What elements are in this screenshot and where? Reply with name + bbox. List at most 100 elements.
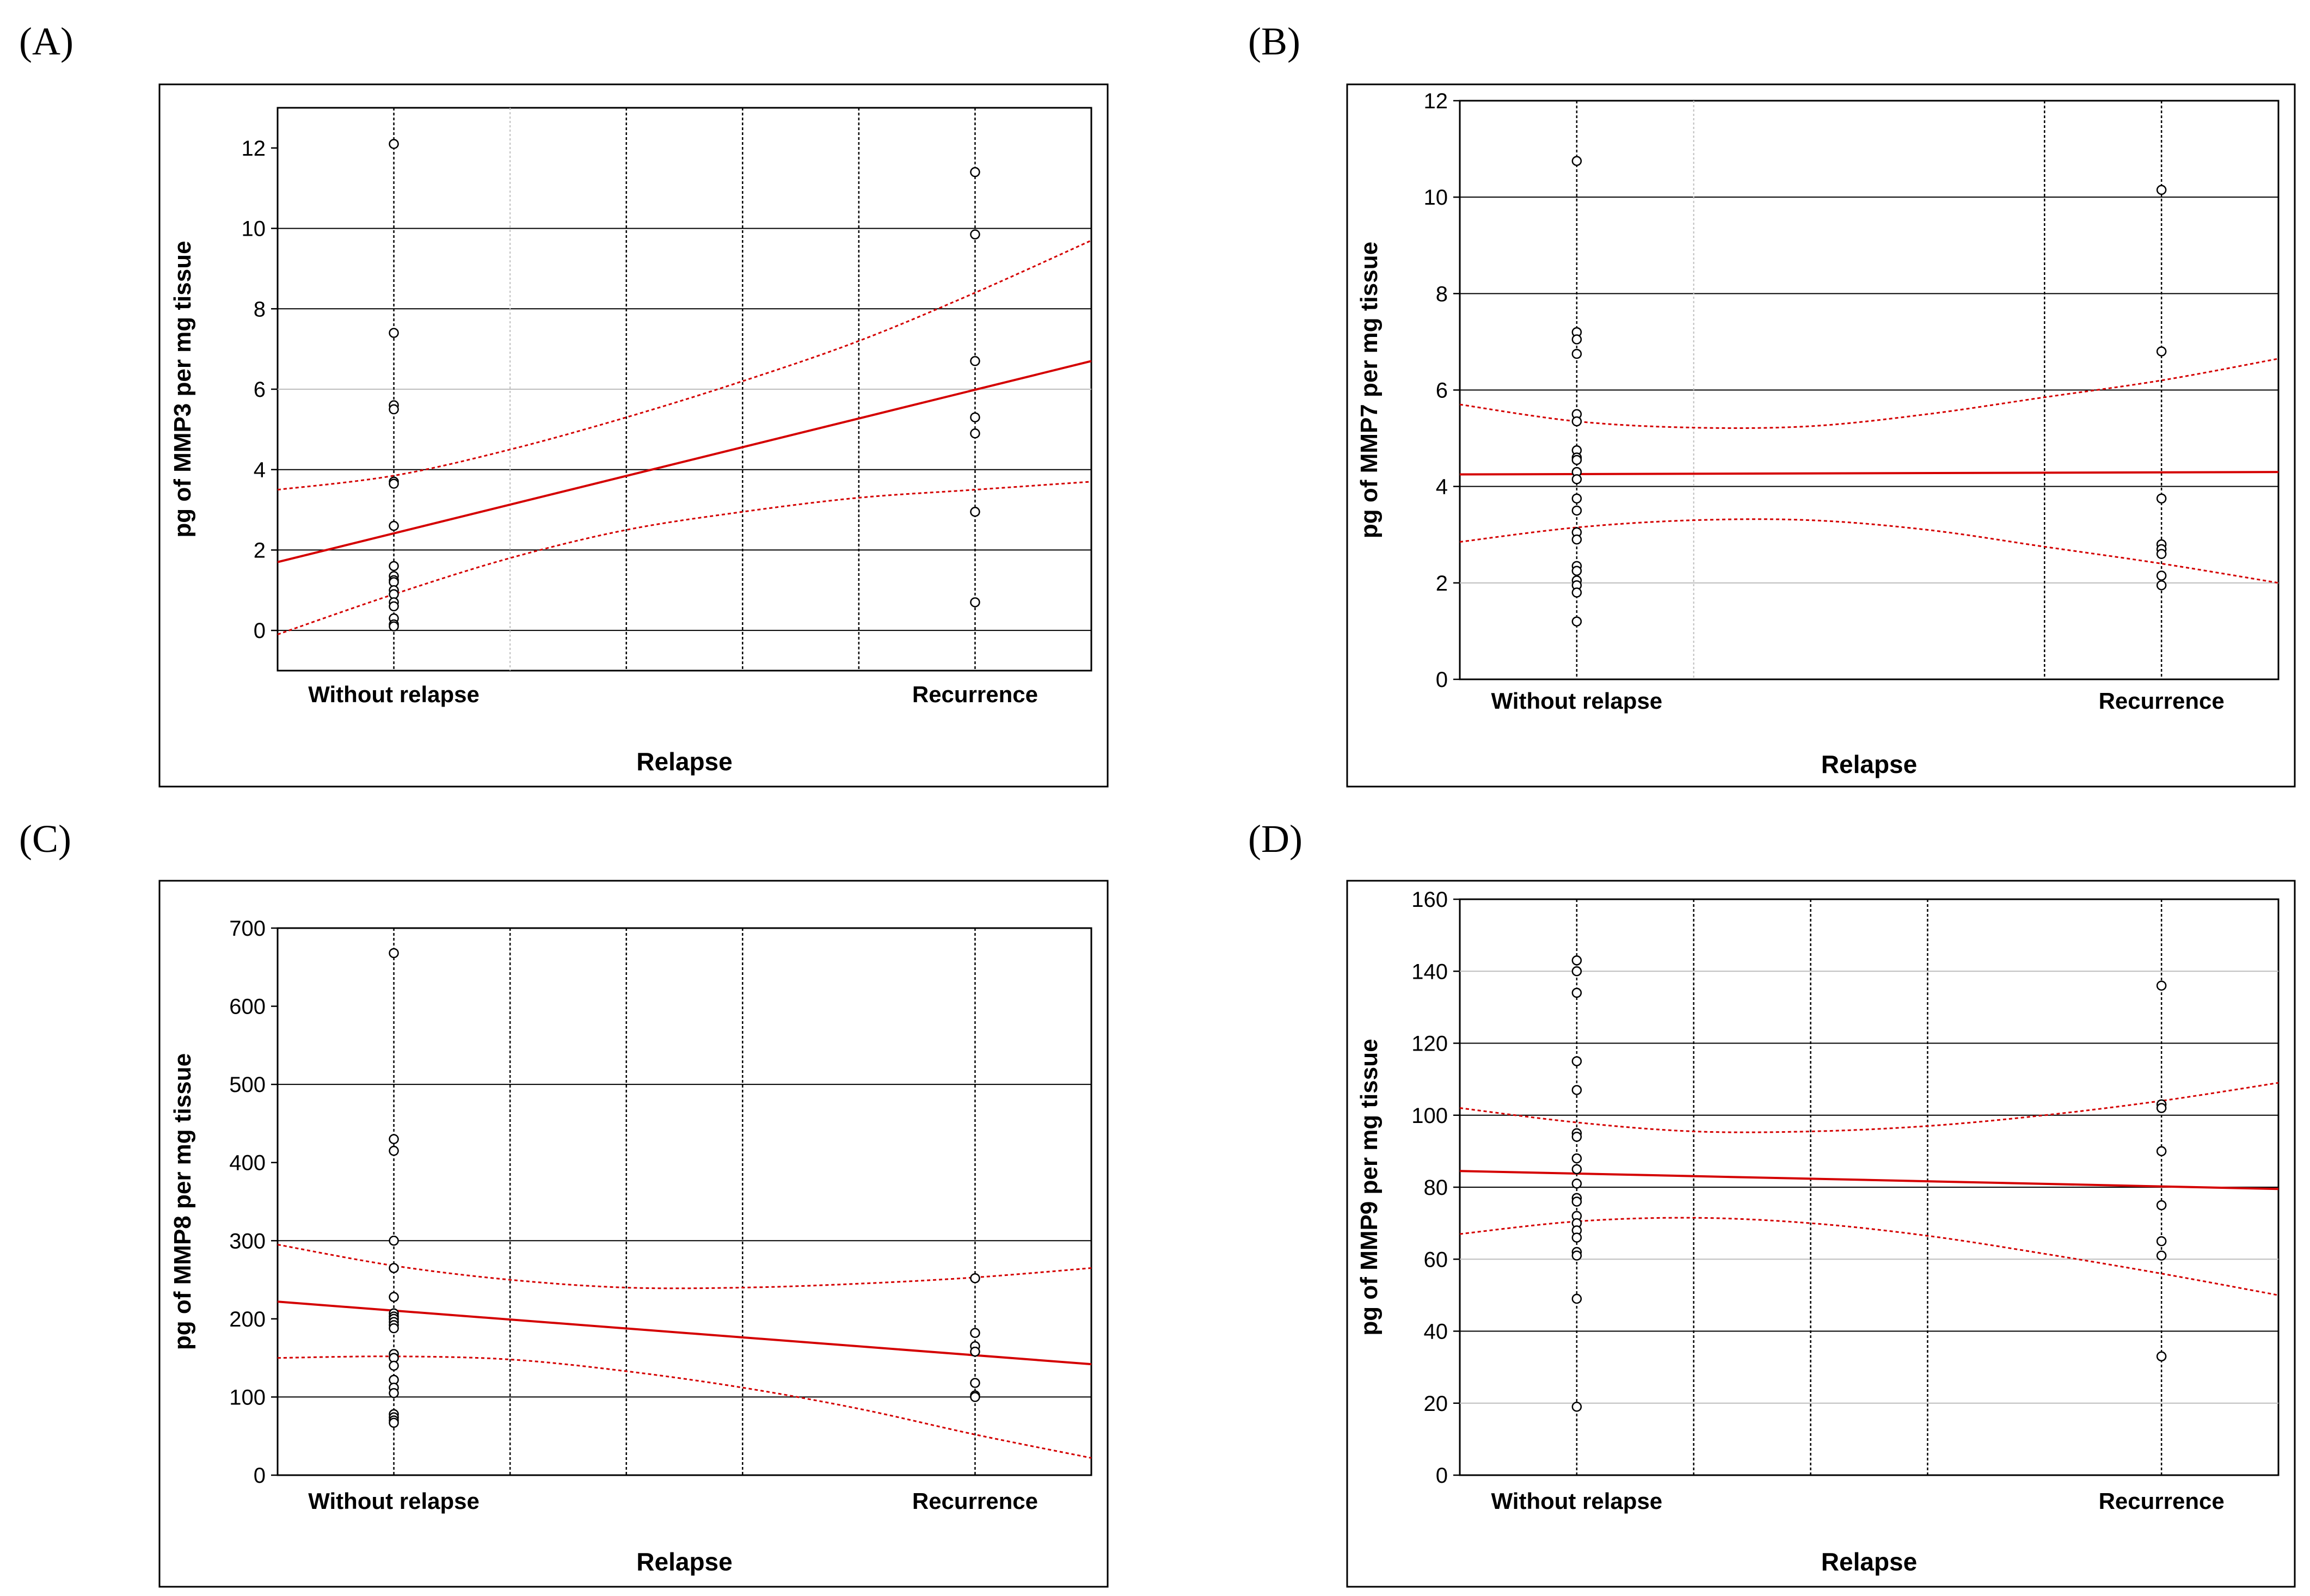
data-point [389, 948, 399, 959]
data-point [1571, 587, 1582, 598]
data-point [1571, 1153, 1582, 1164]
data-point [1571, 955, 1582, 966]
y-tick-label: 4 [254, 458, 266, 482]
y-tick-label: 6 [1436, 379, 1448, 403]
data-point [1571, 348, 1582, 359]
data-point [2156, 1103, 2167, 1113]
data-point [389, 1134, 399, 1144]
ci-upper-line [1460, 1082, 2278, 1133]
y-tick-label: 400 [229, 1151, 266, 1175]
data-point [970, 412, 980, 422]
panel-c-frame [158, 880, 1109, 1588]
y-tick-label: 20 [1424, 1392, 1448, 1416]
data-point [1571, 1132, 1582, 1142]
data-point [389, 1292, 399, 1302]
panel-a-frame [158, 83, 1109, 788]
data-point [1571, 1085, 1582, 1095]
data-point [970, 1378, 980, 1388]
data-point [1571, 1293, 1582, 1304]
data-point [1571, 1232, 1582, 1243]
x-axis-title: Relapse [1821, 1548, 1917, 1576]
data-point [389, 1360, 399, 1371]
data-point [389, 621, 399, 632]
y-tick-label: 100 [229, 1385, 266, 1409]
data-point [389, 601, 399, 612]
x-category-label: Recurrence [2099, 1488, 2225, 1514]
data-point [2156, 1200, 2167, 1211]
y-tick-label: 600 [229, 995, 266, 1019]
data-point [1571, 616, 1582, 627]
x-category-label: Recurrence [912, 1488, 1038, 1514]
data-point [389, 1388, 399, 1398]
panel-d: (D) 0 20 40 60 80 100 120 140 160 Without relapse R… [1248, 817, 2296, 1588]
data-point [389, 1236, 399, 1246]
panel-b: (B) 0 2 4 6 8 10 12 Without relapse Recurrence Rel… [1248, 20, 2296, 788]
ci-lower-line [278, 481, 1091, 635]
y-tick-label: 8 [254, 297, 266, 321]
data-point [2156, 980, 2167, 991]
data-point [1571, 156, 1582, 166]
data-point [1571, 566, 1582, 576]
data-point [1571, 493, 1582, 504]
data-point [389, 520, 399, 531]
data-point [2156, 493, 2167, 504]
data-point [1571, 987, 1582, 998]
data-point [389, 478, 399, 489]
y-tick-label: 0 [1436, 668, 1448, 692]
ci-upper-line [278, 240, 1091, 491]
ci-lower-line [278, 1355, 1091, 1459]
data-point [1571, 1250, 1582, 1261]
y-axis-title: pg of MMP3 per mg tissue [169, 241, 196, 537]
data-point [1571, 474, 1582, 484]
ci-upper-line [278, 1243, 1091, 1290]
panel-c: (C) 0 100 200 300 400 500 600 700 Without relapse… [19, 817, 1109, 1588]
data-point [970, 1328, 980, 1338]
ci-upper-line [1460, 358, 2278, 429]
data-point [1571, 1178, 1582, 1189]
data-point [2156, 549, 2167, 559]
data-point [2156, 1146, 2167, 1157]
x-category-label: Without relapse [308, 1488, 480, 1514]
data-point [2156, 185, 2167, 195]
regression-line [1460, 471, 2278, 476]
x-category-label: Recurrence [2099, 688, 2225, 714]
y-axis-title: pg of MMP8 per mg tissue [169, 1053, 196, 1350]
data-point [970, 356, 980, 366]
data-point [1571, 1196, 1582, 1207]
data-point [970, 1346, 980, 1357]
data-point [970, 597, 980, 607]
data-point [1571, 455, 1582, 465]
panel-c-plot-area [277, 927, 1092, 1476]
data-point [1571, 1402, 1582, 1412]
y-tick-label: 12 [1424, 89, 1448, 113]
x-category-label: Without relapse [1491, 1488, 1663, 1514]
panel-b-frame [1346, 83, 2296, 788]
regression-line [1460, 1170, 2278, 1190]
panel-c-label: (C) [19, 817, 71, 861]
y-tick-label: 6 [254, 378, 266, 402]
data-point [2156, 1250, 2167, 1261]
data-point [970, 167, 980, 177]
y-tick-label: 4 [1436, 475, 1448, 499]
x-axis-title: Relapse [636, 1548, 732, 1576]
data-point [1571, 1164, 1582, 1175]
x-category-label: Without relapse [1491, 688, 1663, 714]
regression-line [278, 360, 1091, 563]
y-tick-label: 60 [1424, 1248, 1448, 1272]
data-point [2156, 1236, 2167, 1247]
data-point [1571, 505, 1582, 516]
y-tick-label: 12 [242, 137, 266, 161]
panel-b-label: (B) [1248, 20, 1300, 63]
panel-d-label: (D) [1248, 817, 1303, 861]
data-point [2156, 570, 2167, 581]
data-point [1571, 1056, 1582, 1066]
x-axis-title: Relapse [1821, 750, 1917, 778]
panel-a: (A) 0 2 4 6 8 10 12 Without relapse Recurrence Rel… [19, 20, 1109, 788]
y-tick-label: 300 [229, 1229, 266, 1253]
data-point [389, 1417, 399, 1428]
data-point [2156, 1351, 2167, 1362]
y-tick-label: 700 [229, 917, 266, 941]
panel-d-frame [1346, 880, 2296, 1588]
y-tick-label: 120 [1411, 1032, 1448, 1056]
data-point [389, 1323, 399, 1334]
